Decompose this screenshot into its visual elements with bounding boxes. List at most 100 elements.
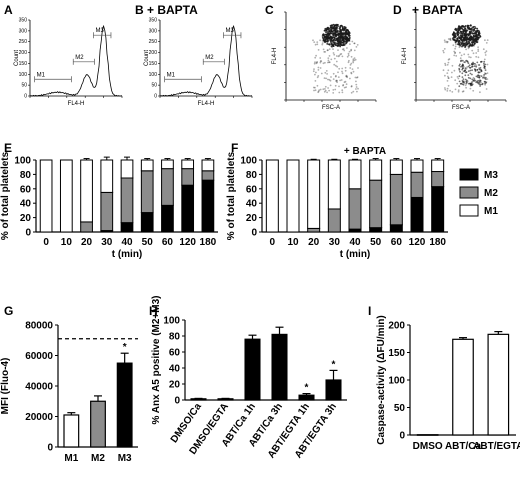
panel-c-event-dot bbox=[342, 84, 344, 87]
panel-d-event-dot bbox=[444, 62, 446, 65]
panel-c-event-dot bbox=[338, 27, 341, 30]
panel-d-event-dot bbox=[468, 46, 470, 48]
panel-f-y-tick-label: 0 bbox=[251, 228, 257, 239]
panel-d-event-dot bbox=[468, 33, 470, 36]
panel-c-event-dot bbox=[336, 45, 339, 47]
panel-e-stacked-bar-chart: 0 20 40 60 80 100% of total platelets t (min) 0… bbox=[0, 151, 218, 260]
panel-d-event-dot bbox=[469, 77, 472, 80]
panel-c-event-dot bbox=[343, 32, 346, 34]
panel-c-event-dot bbox=[339, 42, 341, 45]
legend-swatch-m1 bbox=[459, 204, 479, 217]
panel-d-event-dot bbox=[462, 25, 465, 28]
panel-d-event-dot bbox=[464, 44, 467, 47]
panel-d-event-dot bbox=[468, 56, 470, 58]
panel-d-event-dot bbox=[475, 64, 477, 67]
panel-d-event-dot bbox=[479, 66, 482, 69]
panel-c-event-dot bbox=[353, 59, 356, 62]
panel-c-event-dot bbox=[326, 35, 328, 37]
panel-e-bar-m1 bbox=[181, 159, 195, 170]
panel-d-event-dot bbox=[449, 89, 451, 92]
panel-f-y-tick-label: 40 bbox=[246, 199, 258, 210]
panel-e-bar-m1 bbox=[201, 159, 215, 172]
panel-d-event-dot bbox=[443, 48, 446, 50]
panel-c-event-dot bbox=[314, 56, 317, 59]
panel-c-event-dot bbox=[342, 29, 345, 32]
panel-c-event-dot bbox=[316, 76, 319, 79]
panel-c-event-dot bbox=[316, 84, 319, 87]
panel-c-event-dot bbox=[335, 39, 337, 41]
panel-c-event-dot bbox=[347, 40, 350, 42]
panel-c-event-dot bbox=[320, 60, 323, 62]
panel-c-event-dot bbox=[317, 75, 320, 77]
panel-c-event-dot bbox=[330, 36, 332, 39]
panel-c-event-dot bbox=[354, 58, 357, 61]
panel-d-event-dot bbox=[458, 67, 461, 70]
panel-c-event-dot bbox=[328, 30, 331, 33]
panel-d-event-dot bbox=[471, 78, 474, 81]
panel-d-event-dot bbox=[475, 32, 477, 35]
panel-d-event-dot bbox=[447, 75, 449, 78]
panel-c-event-dot bbox=[353, 42, 356, 45]
panel-b-y-tick-label: 100 bbox=[149, 72, 158, 78]
panel-e-x-tick-label: 0 bbox=[43, 237, 49, 248]
panel-c-event-dot bbox=[319, 57, 322, 59]
panel-c-event-dot bbox=[322, 48, 325, 51]
panel-c-event-dot bbox=[324, 29, 327, 32]
panel-d-event-dot bbox=[461, 32, 463, 34]
panel-c-event-dot bbox=[353, 57, 356, 59]
panel-d-event-dot bbox=[472, 79, 475, 82]
panel-d-event-dot bbox=[458, 37, 461, 40]
panel-d-event-dot bbox=[476, 61, 479, 64]
panel-d-event-dot bbox=[477, 46, 479, 49]
panel-d-event-dot bbox=[471, 81, 473, 83]
panel-d-event-dot bbox=[467, 53, 470, 56]
panel-c-event-dot bbox=[343, 40, 345, 43]
panel-f-bar-m3 bbox=[389, 224, 403, 233]
panel-c-event-dot bbox=[340, 79, 343, 81]
panel-d-event-dot bbox=[457, 28, 460, 31]
panel-e-x-tick-label: 40 bbox=[121, 237, 133, 248]
panel-c-event-dot bbox=[333, 36, 336, 38]
panel-d-event-dot bbox=[484, 54, 487, 56]
panel-c-event-dot bbox=[327, 39, 330, 42]
panel-c-event-dot bbox=[336, 79, 338, 82]
panel-c-event-dot bbox=[329, 79, 332, 82]
panel-c-event-dot bbox=[341, 55, 344, 58]
panel-d-event-dot bbox=[461, 28, 464, 31]
panel-d-event-dot bbox=[454, 51, 457, 54]
panel-c-event-dot bbox=[326, 73, 328, 75]
panel-d-event-dot bbox=[477, 56, 480, 59]
panel-b-gate-label: M3 bbox=[225, 28, 234, 34]
panel-d-event-dot bbox=[447, 61, 450, 64]
panel-d-event-dot bbox=[476, 34, 479, 37]
panel-c-event-dot bbox=[336, 39, 339, 42]
panel-letter-d: D bbox=[393, 3, 402, 17]
panel-c-event-dot bbox=[313, 41, 316, 43]
panel-b-y-tick-label: 0 bbox=[154, 94, 157, 100]
panel-c-event-dot bbox=[338, 36, 341, 38]
panel-c-event-dot bbox=[343, 44, 346, 46]
panel-c-event-dot bbox=[329, 24, 332, 27]
panel-e-x-tick-label: 20 bbox=[81, 237, 93, 248]
panel-e-bar-m1 bbox=[100, 159, 114, 193]
panel-c-event-dot bbox=[334, 84, 337, 87]
panel-c-event-dot bbox=[326, 91, 328, 94]
panel-c-event-dot bbox=[324, 89, 327, 92]
panel-d-event-dot bbox=[449, 39, 452, 41]
panel-d-event-dot bbox=[457, 33, 460, 36]
panel-c-event-dot bbox=[332, 52, 335, 54]
panel-d-event-dot bbox=[483, 73, 486, 76]
panel-d-event-dot bbox=[485, 78, 487, 80]
panel-d-title: + BAPTA bbox=[412, 3, 463, 17]
panel-e-bar-m2 bbox=[120, 177, 134, 224]
panel-e-bar-m1 bbox=[39, 159, 53, 233]
panel-d-event-dot bbox=[447, 69, 450, 72]
panel-g-y-tick-label: 20000 bbox=[25, 412, 53, 423]
panel-d-event-dot bbox=[459, 70, 461, 73]
panel-d-event-dot bbox=[466, 80, 469, 83]
panel-d-event-dot bbox=[484, 82, 486, 85]
panel-b-y-tick-label: 50 bbox=[151, 83, 157, 89]
panel-c-event-dot bbox=[341, 91, 344, 94]
panel-g-x-tick-label: M1 bbox=[64, 453, 78, 464]
panel-c-event-dot bbox=[326, 31, 329, 33]
